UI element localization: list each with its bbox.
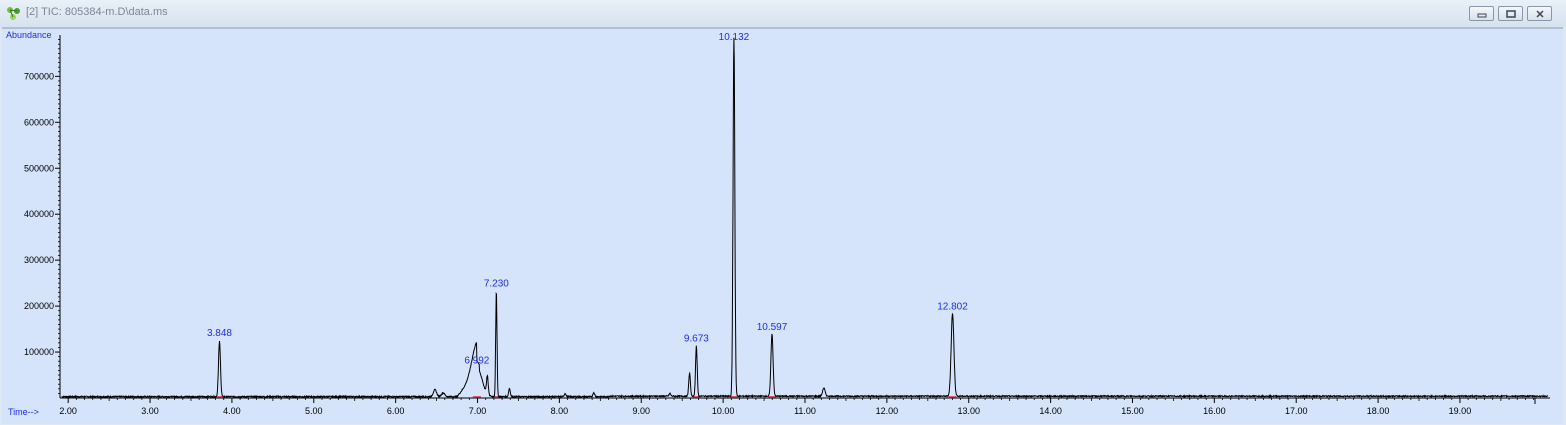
- minimize-icon: [1477, 13, 1487, 18]
- molecule-icon: [7, 7, 20, 20]
- peak-label: 3.848: [207, 328, 232, 339]
- x-tick-label: 19.00: [1449, 406, 1472, 416]
- x-tick-label: 10.00: [712, 406, 735, 416]
- x-tick-label: 7.00: [469, 406, 487, 416]
- x-tick-label: 14.00: [1039, 406, 1062, 416]
- tic-trace: [61, 37, 1549, 399]
- close-button[interactable]: [1527, 6, 1552, 21]
- peak-label: 9.673: [684, 333, 709, 344]
- x-tick-label: 13.00: [957, 406, 980, 416]
- x-tick-label: 8.00: [551, 406, 569, 416]
- x-tick-label: 9.00: [632, 406, 650, 416]
- y-tick-label: 700000: [24, 71, 54, 81]
- x-tick-label: 5.00: [305, 406, 323, 416]
- peak-label: 6.992: [464, 356, 489, 367]
- close-icon: [1536, 10, 1544, 18]
- y-tick-label: 200000: [24, 301, 54, 311]
- peak-label: 12.802: [937, 301, 968, 312]
- x-tick-label: 16.00: [1203, 406, 1226, 416]
- x-tick-label: 11.00: [794, 406, 816, 416]
- restore-icon: [1506, 10, 1516, 18]
- x-tick-label: 3.00: [141, 406, 159, 416]
- x-tick-label: 15.00: [1121, 406, 1144, 416]
- x-axis-title: Time-->: [8, 407, 39, 417]
- y-tick-label: 400000: [24, 209, 54, 219]
- x-tick-label: 2.00: [59, 406, 77, 416]
- axes: Abundance Time--> 100000 200000 300000 400000…: [6, 30, 1550, 417]
- x-tick-label: 12.00: [876, 406, 899, 416]
- peak-label: 10.132: [719, 32, 750, 43]
- y-tick-label: 600000: [24, 117, 54, 127]
- y-axis-title: Abundance: [6, 30, 52, 40]
- chromatogram-chart: Abundance Time--> 100000 200000 300000 400000…: [2, 27, 1563, 424]
- x-tick-label: 4.00: [223, 406, 241, 416]
- x-tick-label: 6.00: [387, 406, 405, 416]
- peak-label: 7.230: [484, 278, 509, 289]
- peak-label: 10.597: [757, 322, 788, 333]
- x-tick-label: 18.00: [1367, 406, 1390, 416]
- plot-background: [2, 28, 1563, 424]
- window-title: [2] TIC: 805384-m.D\data.ms: [26, 6, 168, 18]
- minimize-button[interactable]: [1469, 6, 1494, 21]
- y-tick-label: 100000: [24, 347, 54, 357]
- title-bar[interactable]: [2] TIC: 805384-m.D\data.ms: [0, 0, 1566, 27]
- y-tick-label: 300000: [24, 255, 54, 265]
- x-tick-label: 17.00: [1285, 406, 1308, 416]
- y-tick-label: 500000: [24, 163, 54, 173]
- peak-labels: 3.848 6.992 7.230 9.673 10.132 10.597 12.802: [207, 32, 968, 367]
- restore-button[interactable]: [1498, 6, 1523, 21]
